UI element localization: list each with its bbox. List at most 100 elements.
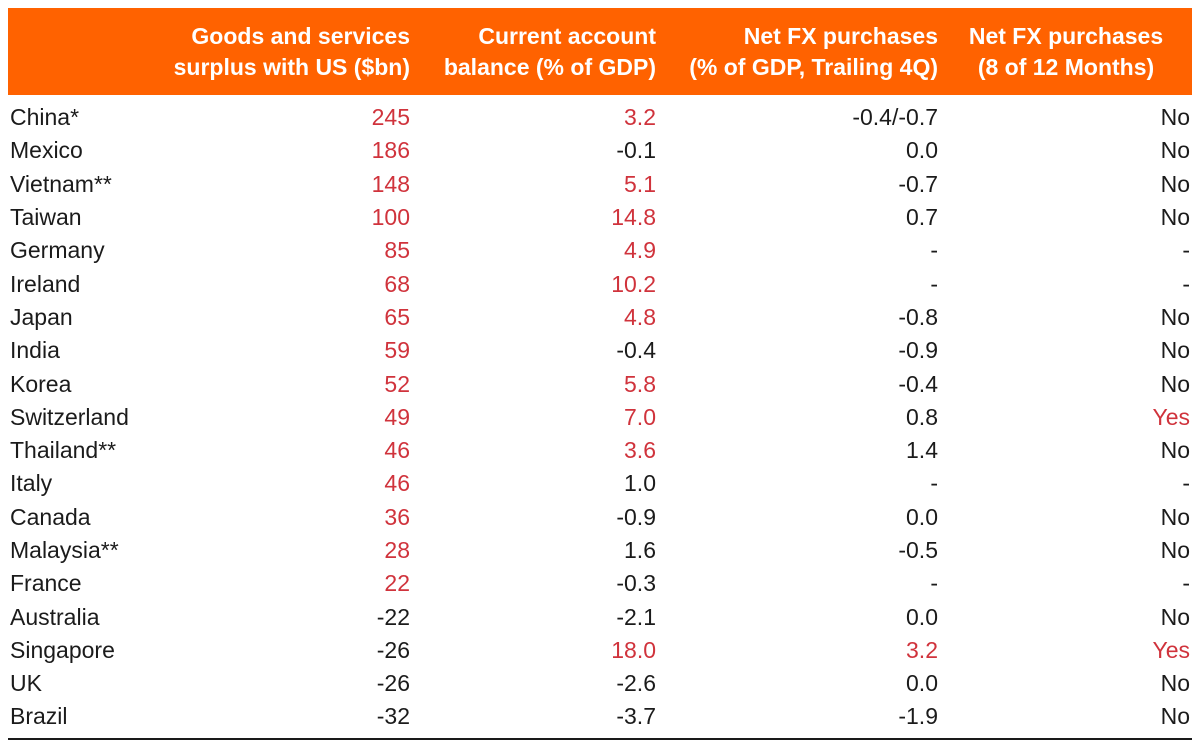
table-row: India 59 -0.4 -0.9 No	[8, 334, 1192, 367]
value-cell: -	[930, 470, 938, 497]
country-label: Singapore	[10, 636, 115, 663]
value-cell: 186	[371, 137, 410, 164]
value-cell: 100	[371, 204, 410, 231]
country-label: Italy	[10, 470, 53, 497]
value-cell: 46	[384, 437, 410, 464]
value-cell: -0.7	[898, 170, 938, 197]
value-cell: No	[1160, 370, 1190, 397]
table-row: Switzerland 49 7.0 0.8 Yes	[8, 401, 1192, 434]
value-cell: 0.0	[906, 670, 938, 697]
value-cell: 85	[384, 237, 410, 264]
country-label: Brazil	[10, 703, 68, 730]
value-cell: -	[1182, 570, 1190, 597]
country-label: Korea	[10, 370, 72, 397]
value-cell: 7.0	[624, 403, 656, 430]
value-cell: 0.0	[906, 137, 938, 164]
value-cell: -32	[376, 703, 410, 730]
country-label: Vietnam**	[10, 170, 112, 197]
value-cell: 4.9	[624, 237, 656, 264]
value-cell: -1.9	[898, 703, 938, 730]
value-cell: -2.1	[616, 603, 656, 630]
value-cell: -3.7	[616, 703, 656, 730]
table-row: UK -26 -2.6 0.0 No	[8, 667, 1192, 700]
table-row: Singapore -26 18.0 3.2 Yes	[8, 634, 1192, 667]
value-cell: 36	[384, 503, 410, 530]
value-cell: -	[1182, 470, 1190, 497]
table-row: Canada 36 -0.9 0.0 No	[8, 501, 1192, 534]
country-label: Germany	[10, 237, 105, 264]
value-cell: -	[930, 270, 938, 297]
country-label: UK	[10, 670, 42, 697]
table-row: Ireland 68 10.2 - -	[8, 267, 1192, 300]
value-cell: -26	[376, 670, 410, 697]
value-cell: 1.6	[624, 537, 656, 563]
country-label: China*	[10, 104, 80, 131]
value-cell: 59	[384, 337, 410, 364]
value-cell: 0.0	[906, 603, 938, 630]
value-cell: No	[1160, 670, 1190, 697]
header-cell-goods-services-surplus: Goods and services surplus with US ($bn)	[173, 22, 410, 80]
value-cell: 3.2	[906, 636, 938, 663]
country-label: Ireland	[10, 270, 81, 297]
value-cell: No	[1160, 204, 1190, 231]
value-cell: -0.9	[898, 337, 938, 364]
table-row: France 22 -0.3 - -	[8, 567, 1192, 600]
value-cell: 1.4	[906, 437, 938, 464]
value-cell: -0.8	[898, 303, 938, 330]
country-label: Switzerland	[10, 403, 129, 430]
value-cell: -0.1	[616, 137, 656, 164]
country-label: France	[10, 570, 82, 597]
value-cell: 52	[384, 370, 410, 397]
table-header-row: Goods and services surplus with US ($bn)…	[8, 8, 1192, 95]
value-cell: -0.4/-0.7	[852, 104, 938, 131]
value-cell: -0.3	[616, 570, 656, 597]
table-row: Taiwan 100 14.8 0.7 No	[8, 201, 1192, 234]
value-cell: 68	[384, 270, 410, 297]
value-cell: 22	[384, 570, 410, 597]
value-cell: 0.7	[906, 204, 938, 231]
value-cell: No	[1160, 537, 1190, 563]
header-cell-net-fx-purchases-months: Net FX purchases (8 of 12 Months)	[968, 22, 1164, 80]
table-row: Malaysia** 28 1.6 -0.5 No	[8, 534, 1192, 567]
value-cell: 0.8	[906, 403, 938, 430]
table-row: Thailand** 46 3.6 1.4 No	[8, 434, 1192, 467]
value-cell: No	[1160, 170, 1190, 197]
value-cell: -0.9	[616, 503, 656, 530]
value-cell: 3.2	[624, 104, 656, 131]
value-cell: 18.0	[611, 636, 656, 663]
value-cell: -26	[376, 636, 410, 663]
table-row: Australia -22 -2.1 0.0 No	[8, 600, 1192, 633]
header-cell-net-fx-purchases-gdp: Net FX purchases (% of GDP, Trailing 4Q)	[689, 22, 938, 80]
value-cell: 3.6	[624, 437, 656, 464]
value-cell: 49	[384, 403, 410, 430]
value-cell: -0.5	[898, 537, 938, 563]
value-cell: 14.8	[611, 204, 656, 231]
value-cell: 1.0	[624, 470, 656, 497]
value-cell: 10.2	[611, 270, 656, 297]
table-row: Vietnam** 148 5.1 -0.7 No	[8, 168, 1192, 201]
value-cell: Yes	[1152, 636, 1190, 663]
value-cell: No	[1160, 437, 1190, 464]
value-cell: 5.1	[624, 170, 656, 197]
value-cell: Yes	[1152, 403, 1190, 430]
value-cell: -	[930, 237, 938, 264]
table-row: Mexico 186 -0.1 0.0 No	[8, 134, 1192, 167]
country-label: Taiwan	[10, 204, 82, 231]
value-cell: 0.0	[906, 503, 938, 530]
value-cell: -0.4	[898, 370, 938, 397]
value-cell: 28	[384, 537, 410, 563]
value-cell: 46	[384, 470, 410, 497]
table-row: Japan 65 4.8 -0.8 No	[8, 301, 1192, 334]
country-label: Mexico	[10, 137, 83, 164]
country-label: Thailand**	[10, 437, 117, 464]
value-cell: No	[1160, 503, 1190, 530]
value-cell: No	[1160, 337, 1190, 364]
table-row: Germany 85 4.9 - -	[8, 234, 1192, 267]
value-cell: No	[1160, 703, 1190, 730]
value-cell: -22	[376, 603, 410, 630]
header-cell-current-account-balance: Current account balance (% of GDP)	[443, 22, 656, 80]
country-label: Australia	[10, 603, 100, 630]
country-label: Canada	[10, 503, 91, 530]
country-label: Malaysia**	[10, 537, 119, 563]
table-row: Italy 46 1.0 - -	[8, 467, 1192, 500]
